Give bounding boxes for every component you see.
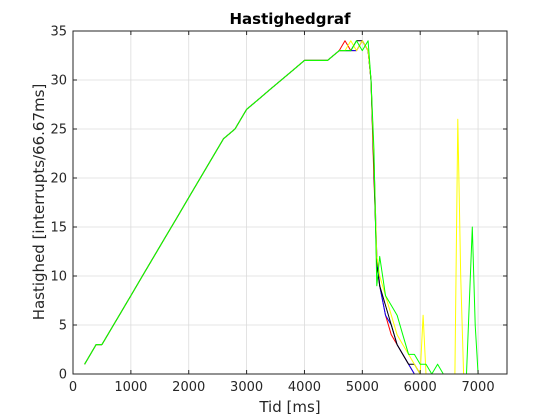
ticks: 0 1000 2000 3000 4000 5000 6000 7000 0 5 10 15 20 25 3… [50,25,507,395]
y-tick-label: 20 [50,172,67,187]
y-tick-label: 30 [50,74,67,89]
x-tick-label: 0 [69,380,77,395]
y-tick-label: 25 [50,123,67,138]
x-tick-label: 7000 [462,380,495,395]
grid [72,30,507,375]
y-axis-label: Hastighed [interrupts/66.67ms] [30,84,48,321]
plot-box [72,30,508,375]
x-tick-label: 5000 [346,380,379,395]
chart-title: Hastighedgraf [229,10,350,28]
x-tick-label: 2000 [172,380,205,395]
y-tick-label: 15 [50,221,67,236]
y-tick-label: 10 [50,270,67,285]
y-tick-label: 5 [59,319,67,334]
x-tick-label: 3000 [230,380,263,395]
plot-background [73,31,507,374]
x-axis-label: Tid [ms] [258,398,320,416]
series-line-5 [84,40,507,375]
y-tick-label: 0 [59,368,67,383]
x-tick-label: 6000 [404,380,437,395]
y-tick-label: 35 [50,25,67,40]
series-layer [84,40,507,375]
x-tick-label: 4000 [288,380,321,395]
x-tick-label: 1000 [114,380,147,395]
